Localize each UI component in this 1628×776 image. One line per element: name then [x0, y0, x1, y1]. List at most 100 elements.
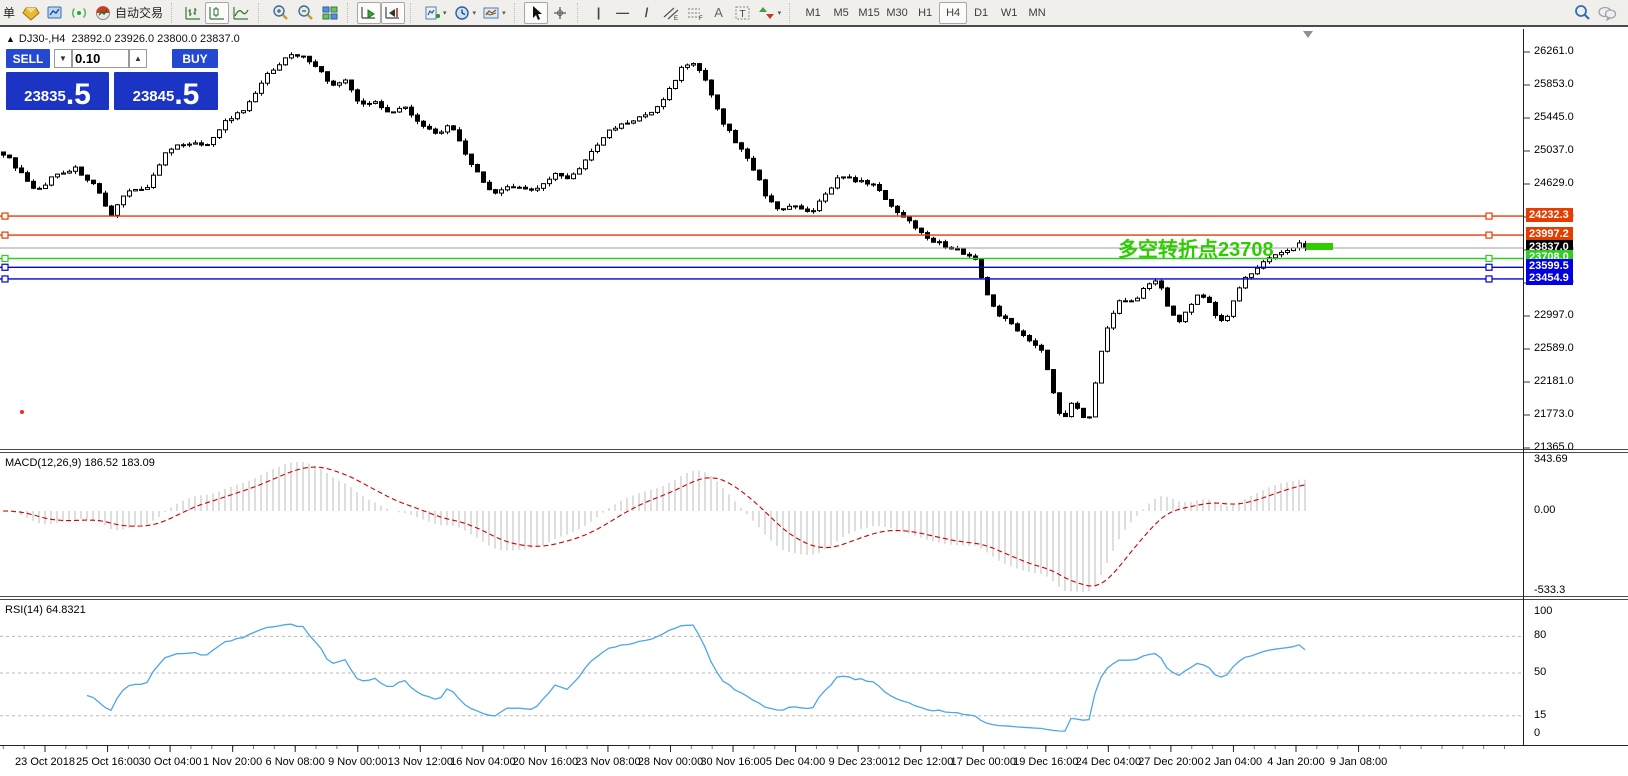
- red-dot-marker: [20, 410, 24, 414]
- auto-scroll-button[interactable]: [357, 1, 382, 24]
- lot-decrease-button[interactable]: ▼: [54, 49, 72, 68]
- candle-body: [313, 61, 318, 68]
- text-tool-button[interactable]: A: [714, 5, 723, 20]
- periods-button[interactable]: ▾: [450, 2, 480, 24]
- line-handle[interactable]: [1, 254, 9, 263]
- search-button[interactable]: [1570, 2, 1594, 24]
- candlestick-chart-button[interactable]: [205, 1, 230, 24]
- timeframe-H1[interactable]: H1: [918, 6, 933, 19]
- text-label-tool-button[interactable]: T: [731, 2, 755, 24]
- time-axis-label: 23 Oct 2018: [15, 756, 75, 768]
- trendline-tool-button[interactable]: /: [644, 5, 649, 20]
- chart-shift-button[interactable]: [381, 1, 406, 24]
- sell-button[interactable]: SELL: [6, 49, 50, 68]
- tile-windows-button[interactable]: [318, 2, 342, 24]
- equidistant-channel-tool-button[interactable]: E: [659, 2, 683, 24]
- candle-body: [553, 172, 558, 180]
- buy-price-pips: .5: [174, 78, 200, 111]
- candle-body: [331, 80, 336, 86]
- fibonacci-tool-button[interactable]: F: [683, 2, 707, 24]
- gold-gem-icon-button[interactable]: [19, 2, 43, 24]
- cursor-tool-button[interactable]: [523, 1, 548, 24]
- candle-body: [955, 248, 960, 251]
- timeframe-M5[interactable]: M5: [833, 6, 849, 19]
- buy-button[interactable]: BUY: [172, 49, 218, 68]
- horizontal-line-tool-button[interactable]: —: [616, 5, 630, 20]
- timeframe-M1[interactable]: M1: [805, 6, 821, 19]
- candle-body: [829, 187, 834, 195]
- signals-button[interactable]: [67, 2, 91, 24]
- arrows-tool-button[interactable]: ▾: [755, 2, 785, 24]
- templates-button[interactable]: ▾: [479, 2, 509, 24]
- price-line-label: 23454.9: [1526, 270, 1573, 285]
- candle-body: [1123, 300, 1128, 303]
- chat-bubbles-icon: [1598, 6, 1617, 21]
- timeframe-M15[interactable]: M15: [858, 6, 880, 19]
- new-order-button-partial[interactable]: 单: [3, 6, 16, 20]
- candle-body: [1153, 280, 1158, 285]
- candle-body: [475, 163, 480, 173]
- candle-body: [799, 205, 804, 210]
- autotrading-button[interactable]: 自动交易: [91, 2, 166, 24]
- vertical-line-tool-button[interactable]: |: [596, 5, 601, 20]
- price-tick-label: 21365.0: [1534, 441, 1574, 453]
- time-axis-label: 9 Nov 00:00: [328, 756, 388, 768]
- candle-body: [1129, 300, 1134, 303]
- market-window-button[interactable]: [43, 2, 67, 24]
- buy-price-box[interactable]: 23845.5: [114, 72, 218, 110]
- candle-body: [637, 116, 642, 122]
- candle-body: [1039, 344, 1044, 351]
- candle-body: [121, 195, 126, 206]
- candle-body: [1249, 273, 1254, 278]
- timeframe-H4[interactable]: H4: [939, 1, 968, 24]
- chart-ohlc-header: ▲ DJ30-,H4 23892.0 23926.0 23800.0 23837.…: [6, 33, 240, 45]
- bar-chart-button[interactable]: [181, 2, 205, 24]
- chart-annotation-text[interactable]: 多空转折点23708: [1118, 239, 1274, 261]
- candle-body: [307, 55, 312, 63]
- candle-body: [667, 87, 672, 101]
- line-handle[interactable]: [1485, 231, 1493, 239]
- clock-icon: [454, 5, 469, 20]
- line-handle[interactable]: [1, 263, 9, 271]
- line-handle[interactable]: [1, 275, 9, 283]
- candle-body: [1165, 287, 1170, 307]
- candle-body: [865, 180, 870, 185]
- line-handle[interactable]: [1485, 254, 1493, 263]
- line-handle[interactable]: [1, 212, 9, 220]
- timeframe-D1[interactable]: D1: [974, 6, 989, 19]
- lot-increase-button[interactable]: ▲: [129, 49, 147, 68]
- indicators-button[interactable]: ▾: [420, 2, 450, 24]
- lot-size-input[interactable]: [72, 49, 129, 68]
- candle-body: [49, 176, 54, 186]
- line-handle[interactable]: [1485, 263, 1493, 271]
- zoom-in-button[interactable]: [268, 2, 293, 24]
- timeframe-MN[interactable]: MN: [1028, 6, 1046, 19]
- crosshair-tool-button[interactable]: [548, 2, 572, 24]
- candle-body: [697, 63, 702, 71]
- channel-icon: E: [663, 7, 678, 21]
- zoom-out-button[interactable]: [293, 2, 318, 24]
- candle-body: [1201, 294, 1206, 298]
- timeframe-W1[interactable]: W1: [1000, 6, 1018, 19]
- sell-price-box[interactable]: 23835.5: [6, 72, 109, 110]
- time-axis-label: 9 Dec 23:00: [828, 756, 888, 768]
- candle-body: [1015, 323, 1020, 332]
- candle-body: [685, 64, 690, 68]
- line-handle[interactable]: [1485, 212, 1493, 220]
- chart-shift-marker[interactable]: [1303, 31, 1313, 38]
- candle-body: [1285, 250, 1290, 253]
- candle-body: [85, 174, 90, 181]
- line-handle[interactable]: [1485, 275, 1493, 283]
- candle-body: [805, 208, 810, 212]
- timeframe-M30[interactable]: M30: [886, 6, 908, 19]
- chat-button[interactable]: [1594, 2, 1620, 24]
- annotation-green-bar: [1306, 243, 1333, 250]
- line-handle[interactable]: [1, 231, 9, 239]
- autotrading-icon: [96, 5, 111, 20]
- collapse-arrow-icon[interactable]: ▲: [6, 34, 15, 44]
- candle-body: [445, 125, 450, 133]
- line-chart-button[interactable]: [229, 2, 253, 24]
- candle-body: [853, 177, 858, 183]
- candle-body: [1147, 283, 1152, 290]
